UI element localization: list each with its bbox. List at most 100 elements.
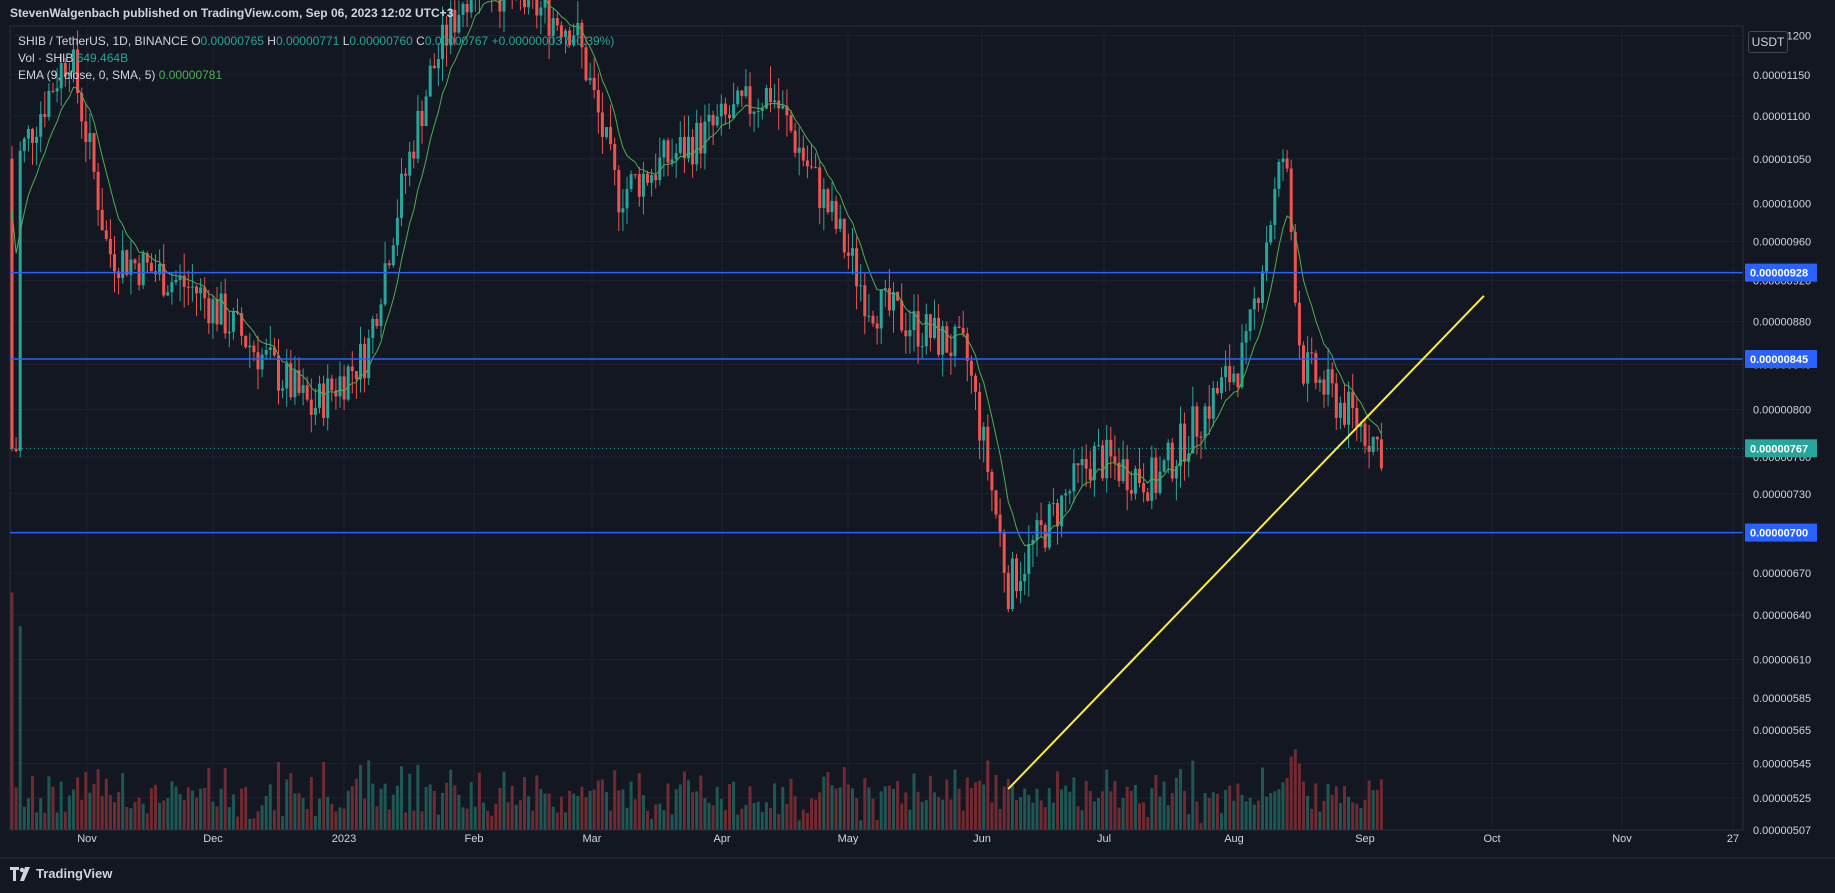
candle-body (121, 250, 125, 278)
trend-line[interactable] (1007, 295, 1485, 790)
volume-bar (933, 792, 936, 830)
candle-body (1162, 460, 1166, 472)
volume-bar (1133, 784, 1137, 830)
candle-body (1051, 503, 1055, 505)
volume-bar (391, 794, 395, 830)
candle-body (986, 426, 990, 473)
volume-bar (588, 790, 592, 830)
volume-bar (1211, 792, 1215, 830)
volume-bar (851, 788, 854, 830)
volume-bar (838, 787, 842, 830)
volume-bar (1117, 807, 1121, 830)
volume-bar (600, 779, 604, 830)
volume-bar (51, 786, 55, 830)
candle-body (125, 250, 129, 275)
volume-bar (797, 820, 801, 830)
volume-bar (1359, 808, 1363, 830)
volume-bar (346, 790, 350, 830)
candle-body (859, 285, 863, 287)
currency-button[interactable]: USDT (1748, 31, 1788, 53)
y-tick-label: 0.00000585 (1753, 693, 1811, 705)
candle-body (1293, 232, 1297, 303)
candle-body (1117, 462, 1121, 482)
candle-body (625, 189, 629, 209)
change-value: +0.00000003 (+0.39%) (491, 34, 615, 48)
volume-bar (293, 793, 297, 830)
candle-body (277, 355, 280, 391)
volume-bar (186, 787, 190, 830)
volume-bar (1027, 794, 1031, 830)
volume-bar (387, 809, 391, 830)
volume-bar (125, 806, 129, 830)
candle-body (108, 238, 112, 255)
volume-bar (748, 786, 752, 830)
ema-label[interactable]: EMA (9, close, 0, SMA, 5) (18, 68, 156, 82)
candle-body (342, 376, 346, 400)
candle-body (326, 378, 330, 418)
level-price-label: 0.00000700 (1750, 528, 1808, 540)
volume-bar (547, 793, 551, 830)
volume-bar (826, 772, 830, 830)
y-tick-label: 0.00000670 (1753, 568, 1811, 580)
candle-body (957, 326, 961, 329)
volume-bar (1310, 808, 1314, 830)
candle-body (436, 59, 440, 69)
candle-body (391, 245, 395, 266)
volume-bar (637, 773, 641, 830)
candle-body (879, 290, 883, 329)
candle-body (1047, 504, 1051, 548)
volume-bar (326, 796, 330, 830)
candle-body (1232, 373, 1236, 383)
candle-body (650, 175, 654, 183)
volume-bar (1379, 779, 1383, 830)
symbol-name[interactable]: SHIB / TetherUS, 1D, BINANCE (18, 34, 188, 48)
volume-bar (650, 818, 654, 830)
volume-bar (1371, 790, 1375, 830)
volume-bar (162, 800, 166, 830)
candle-body (1277, 162, 1281, 189)
candle-body (564, 30, 567, 38)
candle-body (145, 253, 149, 263)
volume-bar (76, 777, 80, 830)
candle-body (1076, 463, 1080, 466)
volume-bar (658, 803, 662, 830)
candle-body (830, 200, 834, 213)
volume-bar (1109, 791, 1113, 830)
candle-body (10, 158, 14, 449)
candle-body (1285, 158, 1289, 169)
candle-body (26, 128, 30, 139)
candle-body (203, 287, 207, 299)
candle-body (998, 514, 1002, 534)
volume-bar (978, 780, 982, 830)
candle-body (170, 282, 174, 293)
open-label: O (191, 34, 201, 48)
volume-bar (592, 789, 596, 830)
candle-body (1019, 581, 1023, 592)
candle-body (22, 138, 26, 151)
volume-bar (1334, 786, 1338, 830)
candle-body (937, 317, 941, 355)
volume-bar (145, 813, 149, 830)
volume-bar (297, 793, 301, 830)
volume-bar (1170, 793, 1174, 830)
candle-body (39, 114, 43, 137)
volume-bar (510, 785, 514, 830)
volume-bar (1236, 783, 1240, 830)
volume-bar (350, 786, 354, 830)
candle-body (330, 378, 334, 391)
candle-body (1015, 558, 1018, 592)
volume-bar (896, 780, 900, 830)
volume-bar (10, 592, 14, 830)
volume-bar (342, 808, 346, 830)
volume-bar (1347, 796, 1351, 830)
candle-body (354, 371, 358, 380)
volume-bar (1150, 788, 1154, 830)
volume-bar (141, 803, 145, 830)
volume-label[interactable]: Vol · SHIB (18, 51, 74, 65)
close-value: 0.00000767 (424, 34, 489, 48)
volume-bar (506, 802, 510, 830)
volume-bar (1010, 785, 1014, 830)
volume-bar (149, 788, 153, 830)
